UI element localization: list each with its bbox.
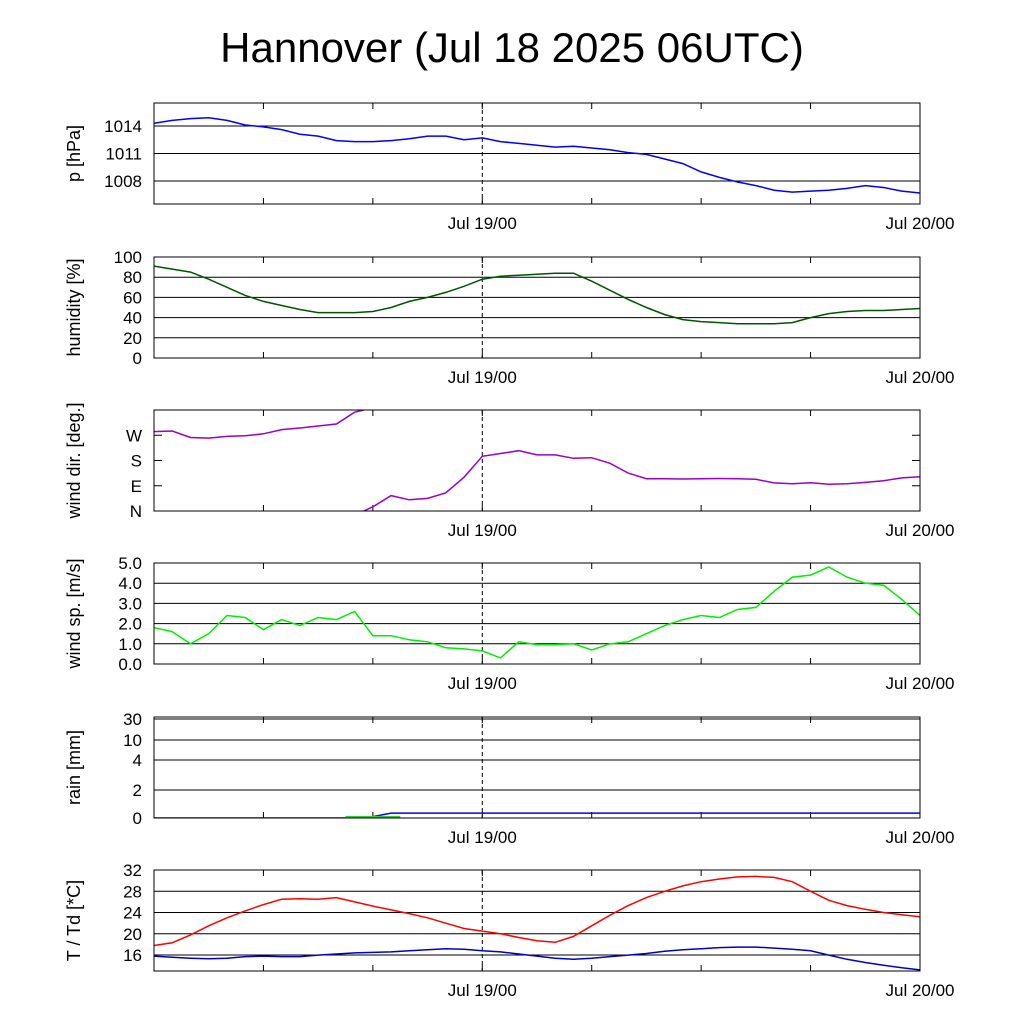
series-line-1: [154, 566, 920, 659]
y-tick-label: 20: [123, 925, 142, 944]
y-tick-label: 20: [123, 329, 142, 348]
panel-1: 1008 1011 1014 Jul 19/00 Jul 20/00 p [hPa]: [64, 102, 955, 233]
rain-bar: [345, 815, 401, 818]
y-axis-title: wind dir. [deg.]: [64, 402, 84, 519]
y-axis-title: T / Td [*C]: [64, 880, 84, 961]
x-tick-label: Jul 19/00: [448, 674, 517, 693]
page-title: Hannover (Jul 18 2025 06UTC): [220, 24, 804, 71]
x-tick-label: Jul 19/00: [448, 368, 517, 387]
y-tick-label: 40: [123, 309, 142, 328]
y-tick-label: 100: [114, 248, 142, 267]
series-line-2: [154, 946, 920, 971]
y-axis-title: humidity [%]: [64, 258, 84, 356]
y-tick-label: 5.0: [118, 554, 142, 573]
x-tick-label: Jul 20/00: [886, 521, 955, 540]
y-tick-label: 1011: [105, 145, 142, 164]
panel-frame: [153, 409, 921, 512]
x-tick-label: Jul 19/00: [448, 214, 517, 233]
series-line-1: [154, 875, 920, 947]
panel-frame: [153, 562, 921, 665]
y-axis-title: rain [mm]: [64, 730, 84, 805]
panel-frame: [153, 102, 921, 205]
y-tick-label: 3.0: [118, 594, 142, 613]
y-tick-label: 1014: [104, 117, 142, 136]
x-tick-label: Jul 19/00: [448, 828, 517, 847]
y-tick-label: 4.0: [118, 574, 142, 593]
y-axis-title: p [hPa]: [64, 125, 84, 182]
y-tick-label: 30: [123, 710, 142, 729]
series-line-1: [154, 812, 920, 818]
y-tick-label: 2.0: [118, 615, 142, 634]
y-axis-title: wind sp. [m/s]: [64, 558, 84, 669]
y-tick-label: 2: [133, 781, 142, 800]
y-tick-label: W: [126, 426, 142, 445]
x-tick-label: Jul 20/00: [886, 981, 955, 1000]
y-tick-label: E: [131, 477, 142, 496]
y-tick-label: 32: [123, 861, 142, 880]
y-tick-label: 1.0: [118, 635, 142, 654]
panel-5: 0 2 410 30 Jul 19/00 Jul 20/00 rain [mm]: [64, 710, 955, 847]
y-tick-label: 1008: [104, 172, 142, 191]
y-tick-label: 0: [133, 349, 142, 368]
panel-4: 0.01.02.0 3.04.05.0 Jul 19/00 Jul 20/00 wind…: [64, 554, 955, 693]
y-tick-label: N: [130, 502, 142, 521]
panel-frame: [153, 869, 921, 972]
x-tick-label: Jul 20/00: [886, 674, 955, 693]
y-tick-label: 0.0: [118, 655, 142, 674]
series-line-1: [154, 116, 920, 194]
y-tick-label: 24: [123, 904, 142, 923]
y-tick-label: S: [131, 452, 142, 471]
y-tick-label: 28: [123, 882, 142, 901]
y-tick-label: 0: [133, 809, 142, 828]
x-tick-label: Jul 20/00: [886, 368, 955, 387]
y-tick-label: 60: [123, 288, 142, 307]
x-tick-label: Jul 19/00: [448, 981, 517, 1000]
y-tick-label: 80: [123, 268, 142, 287]
panel-frame: [153, 256, 921, 359]
panel-6: 16 20 24 28 32 Jul 19/00 Jul 20/00 T / Td [*C]: [64, 861, 955, 1000]
x-tick-label: Jul 20/00: [886, 214, 955, 233]
y-tick-label: 10: [123, 731, 142, 750]
series-line-1: [154, 410, 920, 511]
panel-frame: [153, 716, 921, 819]
x-tick-label: Jul 19/00: [448, 521, 517, 540]
y-tick-label: 4: [133, 751, 142, 770]
x-tick-label: Jul 20/00: [886, 828, 955, 847]
y-tick-label: 16: [123, 946, 142, 965]
series-line-1: [154, 265, 920, 325]
